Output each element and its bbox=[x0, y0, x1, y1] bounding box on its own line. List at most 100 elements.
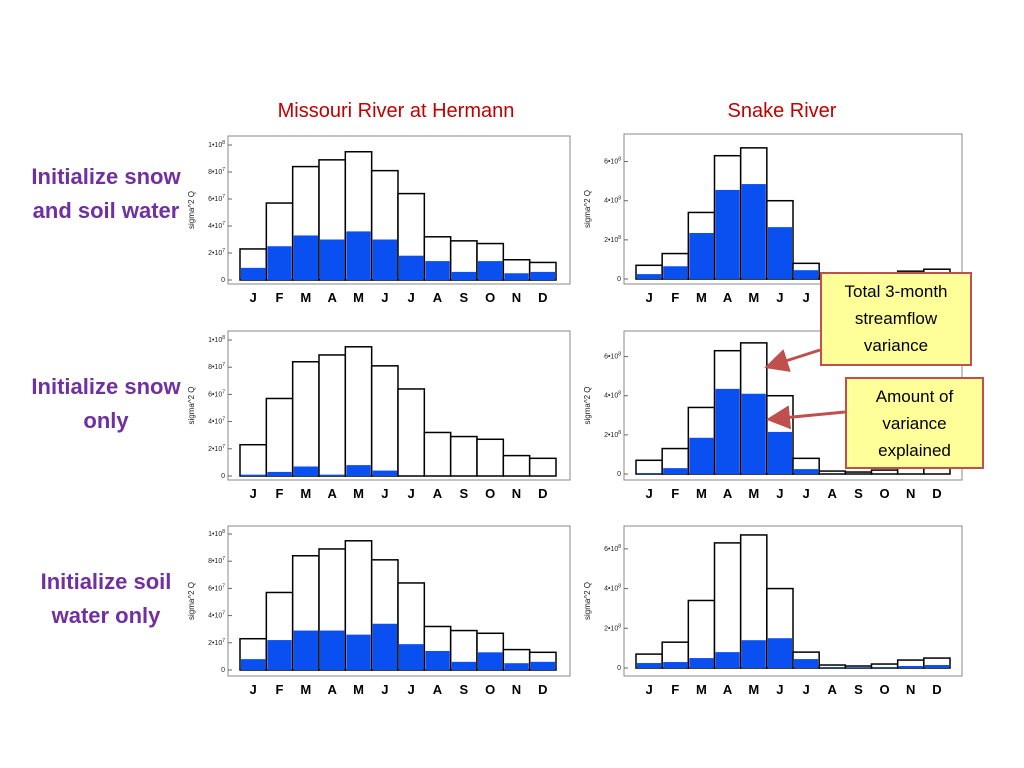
bar-explained bbox=[241, 474, 266, 476]
bar-explained bbox=[846, 667, 871, 668]
y-tick-label: 1•108 bbox=[208, 335, 225, 344]
x-tick-label: D bbox=[538, 290, 547, 305]
x-tick-label: A bbox=[327, 682, 337, 697]
bar-explained bbox=[399, 255, 424, 280]
bar-explained bbox=[741, 640, 766, 668]
x-tick-label: O bbox=[880, 682, 890, 697]
y-tick-label: 2•108 bbox=[604, 235, 621, 244]
x-tick-label: M bbox=[748, 486, 759, 501]
x-tick-label: S bbox=[854, 682, 863, 697]
x-tick-label: J bbox=[776, 486, 783, 501]
x-tick-label: J bbox=[250, 486, 257, 501]
x-tick-label: F bbox=[276, 682, 284, 697]
y-tick-label: 6•108 bbox=[604, 544, 621, 553]
y-tick-label: 8•107 bbox=[208, 556, 225, 565]
bar-explained bbox=[504, 273, 529, 280]
x-tick-label: N bbox=[906, 486, 915, 501]
x-tick-label: A bbox=[723, 290, 733, 305]
x-tick-label: D bbox=[932, 682, 941, 697]
bar-explained bbox=[478, 261, 503, 280]
y-tick-label: 4•108 bbox=[604, 584, 621, 593]
x-tick-label: M bbox=[353, 682, 364, 697]
bar-explained bbox=[767, 638, 792, 668]
x-tick-label: M bbox=[748, 682, 759, 697]
x-tick-label: A bbox=[828, 682, 838, 697]
y-tick-label: 8•107 bbox=[208, 362, 225, 371]
bar-explained bbox=[715, 388, 740, 474]
x-tick-label: O bbox=[880, 486, 890, 501]
bar-explained bbox=[689, 658, 714, 668]
x-tick-label: N bbox=[906, 682, 915, 697]
bar-explained bbox=[241, 267, 266, 280]
bar-explained bbox=[715, 189, 740, 279]
bar-explained bbox=[794, 270, 819, 279]
x-tick-label: J bbox=[802, 682, 809, 697]
bar-explained bbox=[637, 663, 662, 668]
x-tick-label: M bbox=[748, 290, 759, 305]
row-label-snow-soil: Initialize snow and soil water bbox=[31, 164, 181, 223]
bar-explained bbox=[346, 231, 371, 280]
bar-explained bbox=[372, 239, 397, 280]
plot-frame bbox=[227, 135, 571, 285]
y-tick-label: 4•108 bbox=[604, 196, 621, 205]
bar-explained bbox=[478, 652, 503, 670]
bar-total bbox=[344, 346, 373, 477]
x-tick-label: J bbox=[381, 290, 388, 305]
plot-frame bbox=[623, 525, 963, 677]
x-tick-label: A bbox=[433, 290, 443, 305]
y-tick-label: 0 bbox=[617, 665, 621, 672]
x-tick-label: O bbox=[485, 682, 495, 697]
bar-explained bbox=[741, 393, 766, 474]
y-axis-label: sigma^2 Q bbox=[583, 387, 592, 425]
y-tick-label: 6•107 bbox=[208, 583, 225, 592]
x-tick-label: M bbox=[300, 486, 311, 501]
x-tick-label: N bbox=[512, 290, 521, 305]
y-tick-label: 6•108 bbox=[604, 352, 621, 361]
x-tick-label: O bbox=[485, 290, 495, 305]
y-tick-label: 2•108 bbox=[604, 430, 621, 439]
y-tick-label: 6•107 bbox=[208, 194, 225, 203]
y-tick-label: 0 bbox=[221, 473, 225, 480]
bar-explained bbox=[293, 630, 318, 670]
y-tick-label: 0 bbox=[617, 471, 621, 478]
y-axis-label: sigma^2 Q bbox=[583, 190, 592, 228]
x-tick-label: M bbox=[300, 290, 311, 305]
bar-explained bbox=[794, 469, 819, 474]
bar-explained bbox=[451, 661, 476, 670]
x-tick-label: D bbox=[538, 486, 547, 501]
x-tick-label: A bbox=[327, 290, 337, 305]
bar-explained bbox=[794, 659, 819, 668]
column-title-missouri: Missouri River at Hermann bbox=[277, 100, 515, 122]
y-tick-label: 4•107 bbox=[208, 417, 225, 426]
bar-explained bbox=[767, 431, 792, 474]
bar-explained bbox=[293, 466, 318, 476]
x-tick-label: J bbox=[776, 682, 783, 697]
bar-explained bbox=[663, 266, 688, 279]
bar-explained bbox=[663, 662, 688, 668]
arrow-to-total bbox=[764, 348, 821, 372]
bar-explained bbox=[637, 473, 662, 474]
bar-explained bbox=[530, 271, 555, 280]
x-tick-label: A bbox=[723, 682, 733, 697]
y-tick-label: 6•108 bbox=[604, 157, 621, 166]
bar-total bbox=[265, 397, 294, 477]
bar-explained bbox=[689, 233, 714, 279]
y-tick-label: 4•108 bbox=[604, 391, 621, 400]
x-tick-label: F bbox=[276, 486, 284, 501]
x-tick-label: S bbox=[459, 486, 468, 501]
bar-explained bbox=[767, 227, 792, 279]
bar-total bbox=[476, 438, 505, 477]
row-label-snow-only: Initialize snow only bbox=[31, 374, 181, 433]
x-tick-label: A bbox=[433, 682, 443, 697]
bar-explained bbox=[372, 470, 397, 476]
arrow-to-explained bbox=[766, 405, 846, 430]
x-tick-label: J bbox=[250, 290, 257, 305]
y-axis-label: sigma^2 Q bbox=[187, 387, 196, 425]
x-tick-label: J bbox=[776, 290, 783, 305]
callout-total-variance: Total 3-month streamflow variance bbox=[820, 272, 972, 366]
y-tick-label: 0 bbox=[221, 277, 225, 284]
x-tick-label: J bbox=[645, 290, 652, 305]
